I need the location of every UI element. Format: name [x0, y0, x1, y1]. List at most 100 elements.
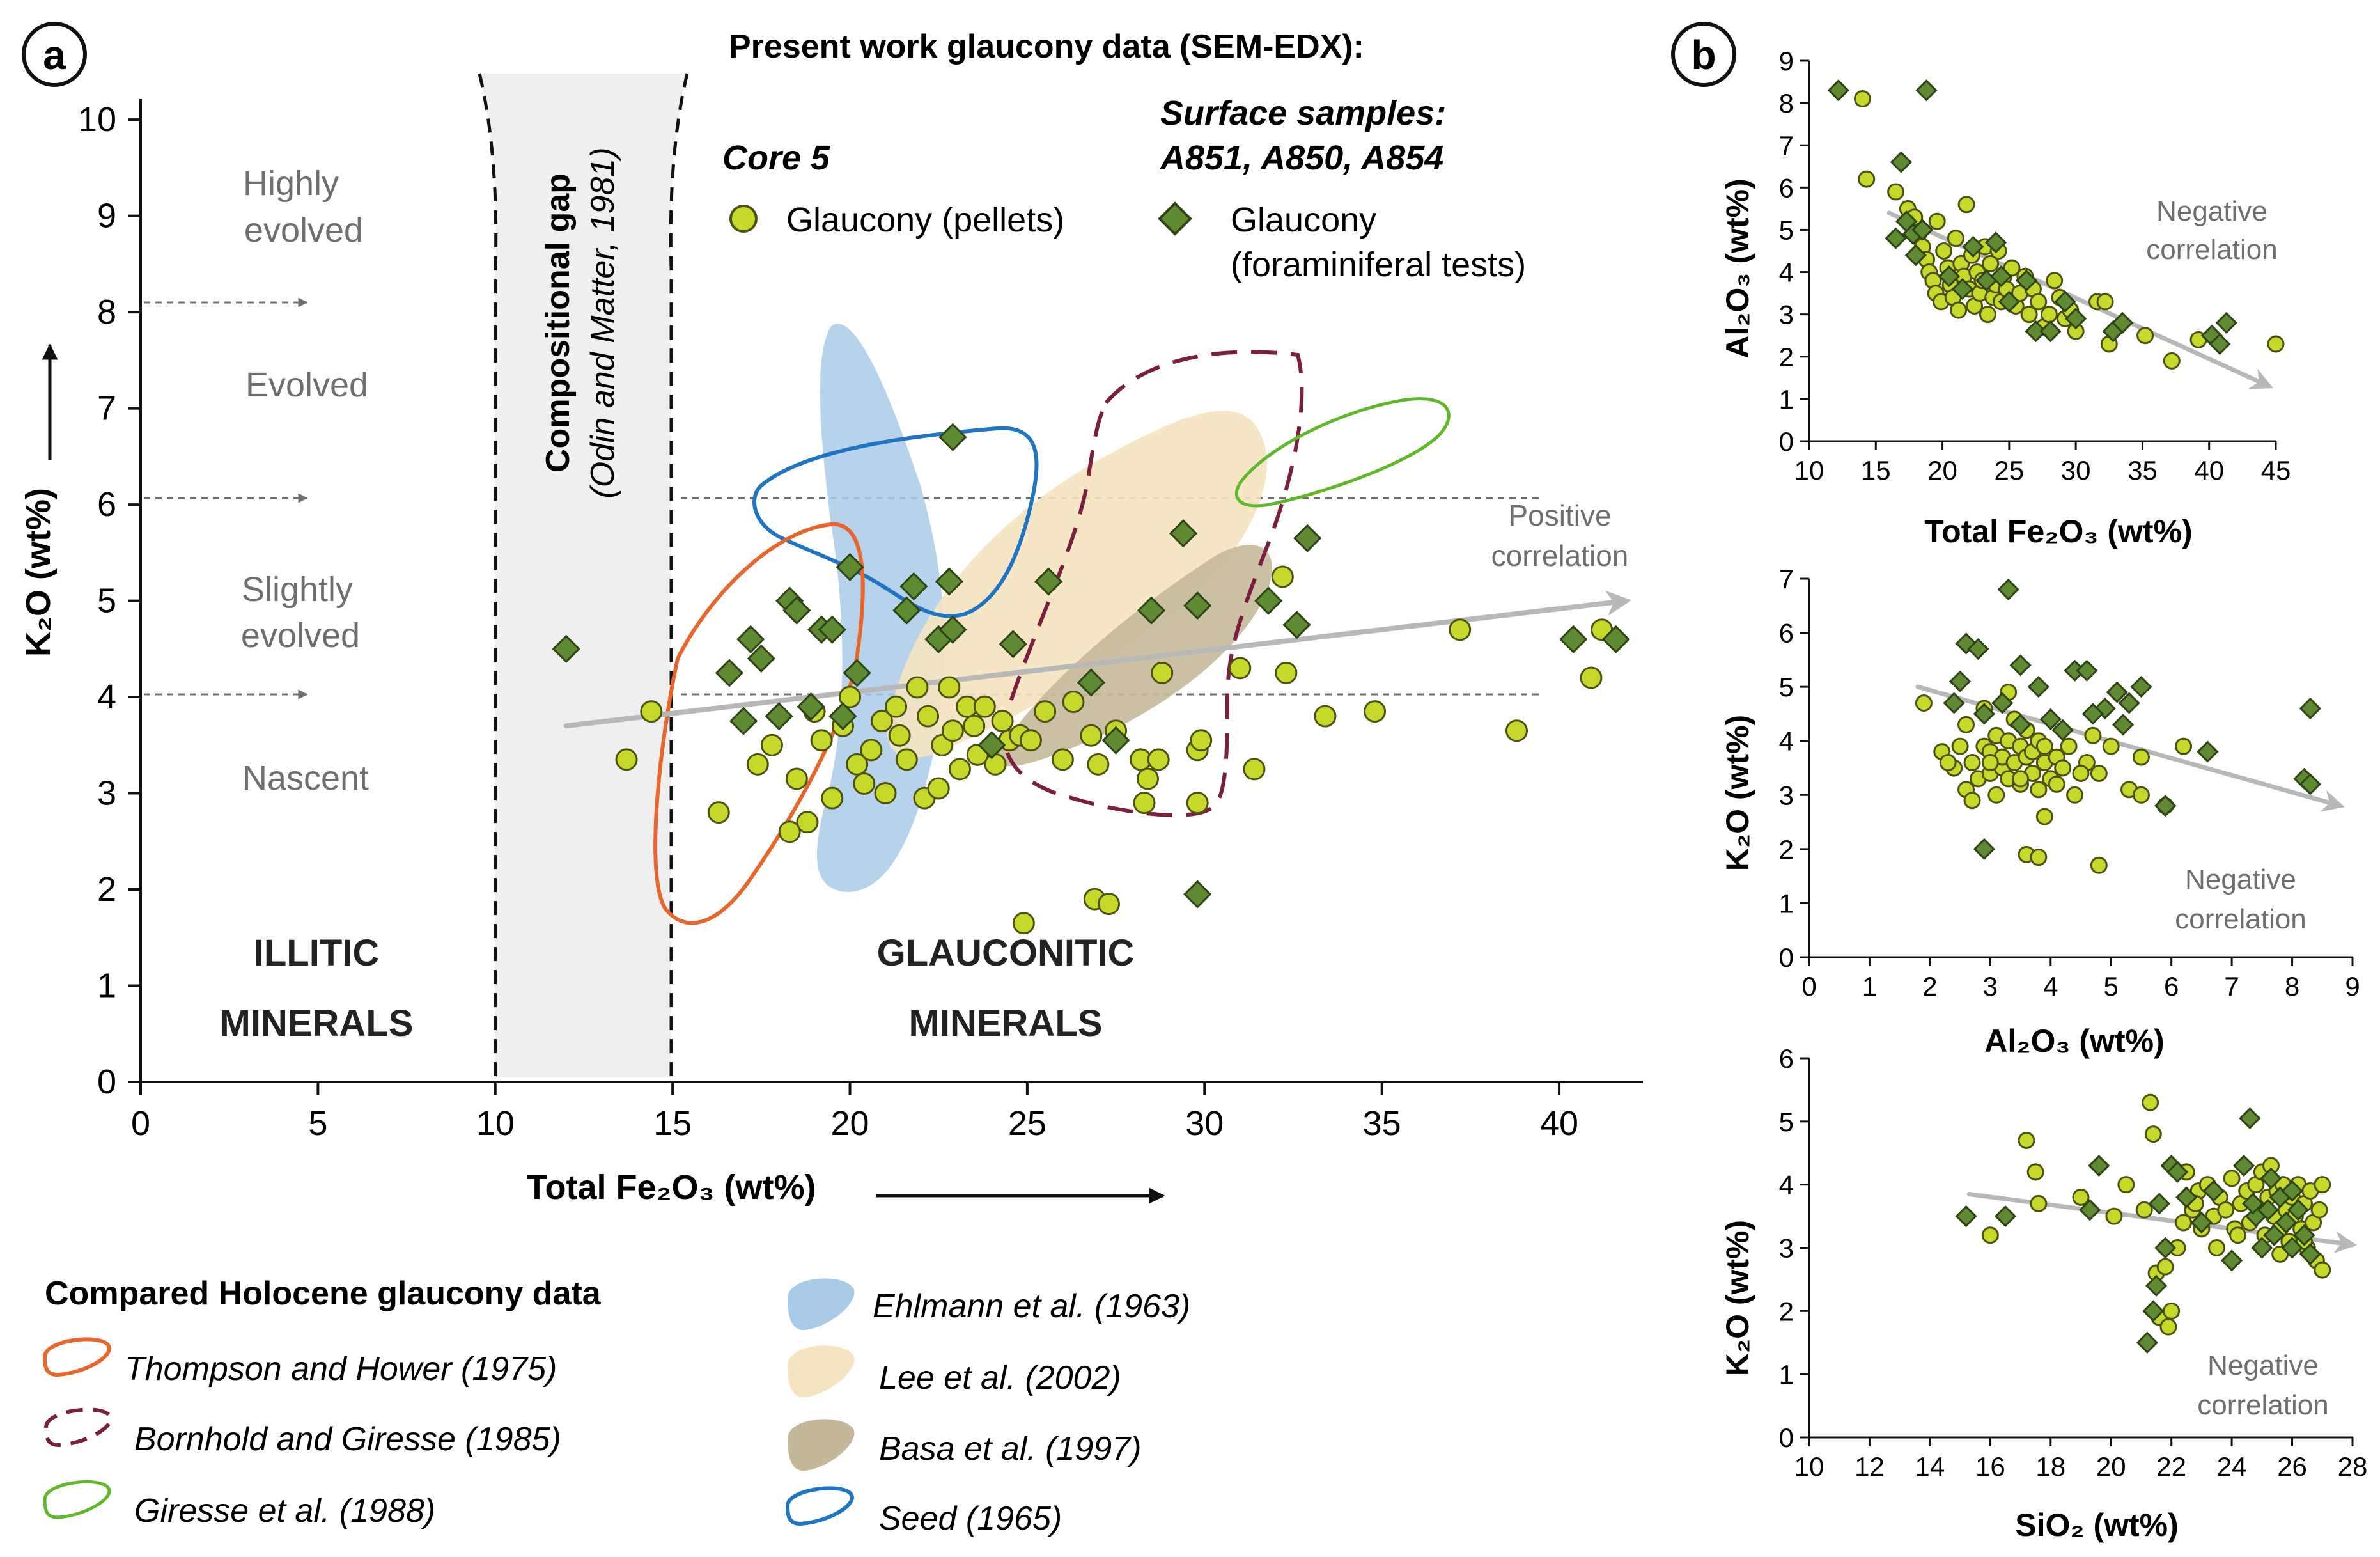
panel-a-pellet-point	[984, 753, 1007, 776]
panel-a-axes: 0 5 10 15 20 25 30 35 40 0 1 2 3 4 5 6 7 8 9 10	[78, 99, 1643, 1143]
panel-b-top-pellet-point	[1957, 196, 1975, 214]
panel-a-y-tick-label: 8	[97, 293, 116, 331]
panel-b-top-pellet-point	[2096, 293, 2114, 311]
panel-a-pellet-point	[949, 758, 971, 781]
stage-slightly-line1: Slightly	[242, 570, 353, 609]
panel-b-label: b	[1691, 32, 1716, 78]
panel-b-middle-y-tick-label: 4	[1779, 726, 1794, 756]
panel-b-middle-pellet-point	[1939, 754, 1957, 772]
panel-b-bottom-y-tick-label: 3	[1779, 1233, 1794, 1264]
panel-a-pellet-point	[1019, 729, 1042, 752]
panel-b-bottom-x-tick-label: 24	[2217, 1451, 2247, 1482]
panel-a-y-axis-title: K₂O (wt%)	[19, 488, 58, 657]
panel-b-bottom-test-point	[2275, 1211, 2298, 1234]
panel-a-pellet-point	[1243, 758, 1266, 781]
glauconitic-line2: MINERALS	[909, 1003, 1103, 1044]
panel-b-top-y-tick-label: 0	[1779, 426, 1794, 457]
panel-b-top-pellet-point	[1950, 301, 1968, 319]
panel-b-top-pellet-point	[1979, 306, 1996, 324]
panel-b-top-pellet-point	[1935, 242, 1953, 260]
panel-b-bottom-pellet-point	[2072, 1188, 2090, 1206]
panel-a-pellet-point	[1098, 893, 1120, 916]
illitic-line1: ILLITIC	[254, 932, 380, 974]
panel-b-top-pellet-point	[2030, 293, 2048, 311]
panel-b-bottom-pellet-point	[2310, 1201, 2328, 1219]
panel-b-middle-x-tick-label: 2	[1922, 971, 1937, 1001]
panel-b-middle-test-point	[2130, 676, 2152, 698]
panel-a-pellet-point	[1275, 661, 1298, 684]
panel-b-middle-test-point	[1973, 703, 1996, 725]
panel-b-top-y-tick-label: 3	[1779, 300, 1794, 330]
panel-a-pellet-point	[707, 801, 730, 824]
panel-a-pellet-point	[615, 748, 638, 771]
panel-b-middle-y-tick-label: 3	[1779, 780, 1794, 810]
panel-b-middle-x-tick-label: 0	[1801, 971, 1816, 1001]
panel-a-test-point	[747, 644, 775, 673]
panel-b-top-x-title: Total Fe₂O₃ (wt%)	[1924, 513, 2192, 549]
panel-b-middle-test-point	[2009, 714, 2032, 736]
panel-b-middle-pellet-point	[2035, 808, 2053, 825]
panel-b-bottom-x-title: SiO₂ (wt%)	[2015, 1507, 2179, 1543]
panel-b-middle-pellet-point	[2090, 856, 2108, 874]
legend-pellet-marker	[729, 205, 758, 233]
panel-a-y-tick-label: 2	[97, 870, 116, 909]
panel-a-test-point	[938, 615, 967, 644]
panel-b-middle-test-point	[2051, 719, 2074, 741]
legend-giresse-swatch	[43, 1480, 111, 1519]
panel-b-bottom-x-tick-label: 26	[2277, 1451, 2307, 1482]
panel-b-bottom-test-point	[2148, 1193, 2170, 1215]
panel-a-pellet-point	[1229, 657, 1252, 680]
panel-b-bottom-y-tick-label: 4	[1779, 1170, 1794, 1200]
panel-b-top-test-point	[1984, 231, 2007, 254]
panel-b-top-test-point	[1938, 265, 1961, 288]
panel-a-x-tick-label: 15	[653, 1104, 692, 1143]
panel-b-middle-y-tick-label: 2	[1779, 834, 1794, 865]
legend-giresse-label: Giresse et al. (1988)	[134, 1492, 435, 1530]
panel-b-middle-pellet-point	[2175, 737, 2193, 755]
panel-b-bottom-trend-line2: correlation	[2197, 1389, 2328, 1421]
legend-basa-swatch	[788, 1419, 855, 1471]
panel-a-trend	[563, 590, 1632, 729]
panel-a-test-point	[843, 659, 871, 687]
panel-a-points	[552, 423, 1630, 935]
panel-b-bottom-pellet-point	[2135, 1201, 2153, 1219]
panel-a-test-point	[552, 634, 580, 663]
panel-a-pellet-point	[1147, 748, 1170, 771]
panel-b-top-test-point	[1998, 290, 2020, 313]
core-5-title: Core 5	[722, 139, 830, 177]
panel-a-test-point	[1101, 726, 1130, 755]
panel-b-bottom-x-tick-label: 22	[2156, 1451, 2186, 1482]
legend-test-label-line1: Glaucony	[1231, 201, 1376, 239]
gap-label-line2: (Odin and Matter, 1981)	[584, 147, 621, 498]
panel-b-middle-pellet-point	[1957, 716, 1975, 733]
surface-title-line1: Surface samples:	[1160, 94, 1446, 132]
panel-b-middle-test-point	[2039, 708, 2062, 731]
panel-a-pellet-point	[1271, 565, 1294, 588]
panel-a-x-tick-label: 0	[131, 1104, 150, 1143]
panel-a-pellet-point	[1190, 729, 1213, 752]
panel-a-pellet-point	[846, 753, 869, 776]
panel-a-pellet-point	[1087, 753, 1110, 776]
panel-b-bottom-test-point	[2239, 1107, 2261, 1130]
panel-a-test-point	[729, 707, 758, 735]
panel-a-pellet-point	[1364, 700, 1387, 723]
panel-b-bottom-test-point	[2079, 1199, 2101, 1221]
panel-b-middle-test-point	[2009, 654, 2032, 677]
panel-b-middle-pellet-point	[1963, 792, 1981, 810]
legend-test-marker	[1158, 201, 1192, 236]
panel-b-bottom-test-point	[2220, 1249, 2243, 1272]
panel-b-bottom-test-point	[2299, 1243, 2322, 1265]
panel-a-pellet-point	[1151, 661, 1174, 684]
panel-b-bottom-pellet-point	[2229, 1226, 2247, 1244]
panel-a-test-point	[1077, 668, 1105, 697]
panel-b-bottom-points	[1955, 1093, 2331, 1354]
panel-a-pellet-point	[1080, 724, 1103, 747]
panel-b-bottom-pellet-point	[2163, 1302, 2181, 1320]
panel-b-middle-test-point	[2197, 740, 2219, 763]
panel-b-middle-test-point	[1948, 670, 1972, 692]
panel-b-top-x-tick-label: 30	[2061, 455, 2091, 485]
panel-a-pellet-point	[1012, 912, 1035, 935]
panel-a-pellet-point	[746, 753, 769, 776]
panel-b-top-pellet-point	[1858, 170, 1876, 188]
